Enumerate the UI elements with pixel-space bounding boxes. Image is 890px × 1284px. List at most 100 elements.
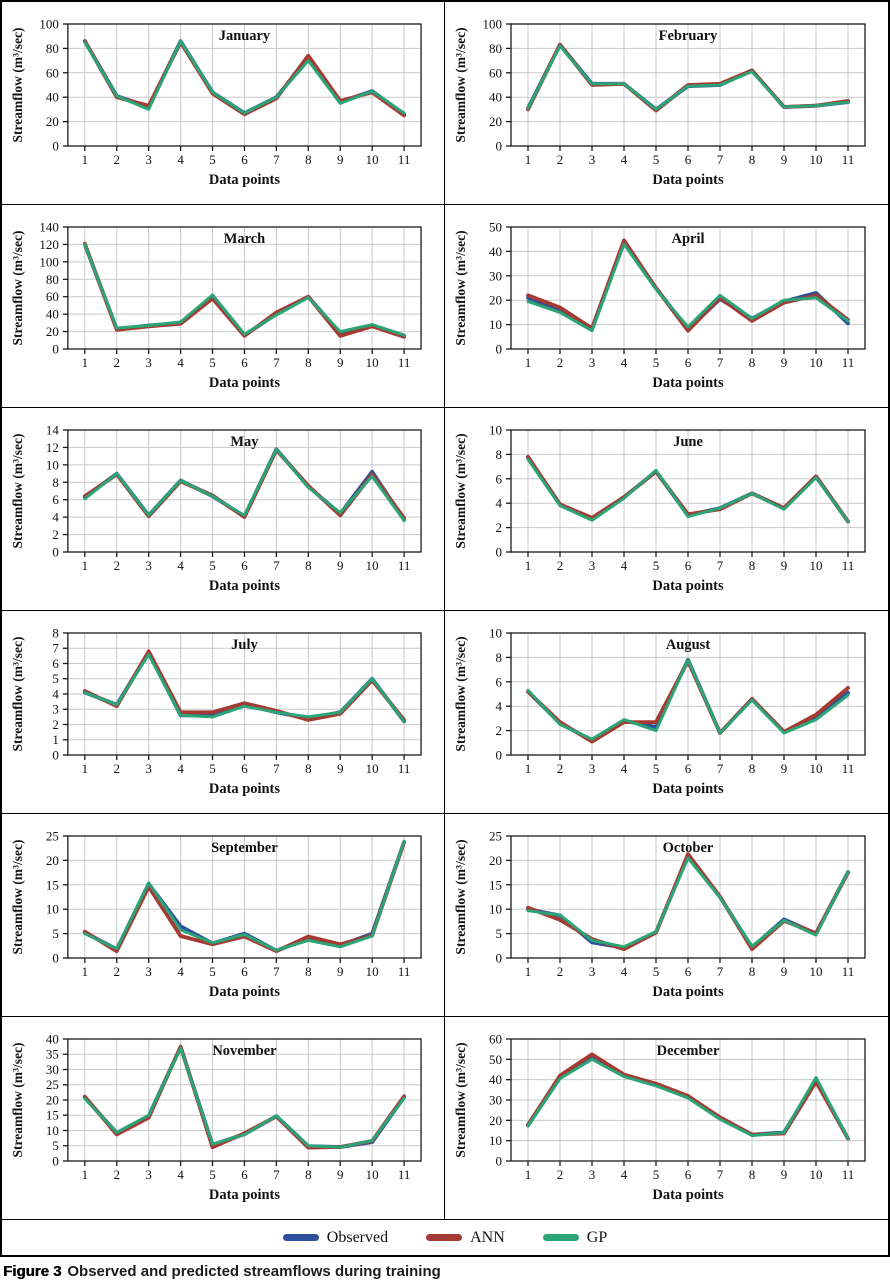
svg-text:9: 9 (781, 1167, 788, 1182)
svg-text:80: 80 (46, 272, 59, 287)
svg-text:7: 7 (273, 1167, 280, 1182)
legend-label-ann: ANN (470, 1228, 505, 1246)
svg-text:20: 20 (46, 853, 59, 868)
svg-text:80: 80 (489, 41, 502, 56)
svg-text:5: 5 (496, 926, 503, 941)
svg-text:6: 6 (685, 761, 692, 776)
svg-text:9: 9 (337, 964, 343, 979)
svg-text:6: 6 (52, 656, 59, 671)
svg-text:30: 30 (489, 268, 502, 283)
svg-text:40: 40 (46, 1031, 59, 1046)
svg-text:2: 2 (114, 355, 120, 370)
svg-text:7: 7 (717, 558, 724, 573)
svg-text:8: 8 (749, 152, 756, 167)
series-gp-april (526, 242, 850, 333)
svg-text:50: 50 (489, 1052, 502, 1067)
svg-text:2: 2 (114, 761, 120, 776)
svg-text:4: 4 (621, 761, 628, 776)
svg-text:1: 1 (525, 1167, 532, 1182)
svg-text:10: 10 (46, 457, 59, 472)
series-ann-september (82, 840, 406, 954)
svg-text:7: 7 (717, 761, 724, 776)
chart-may: 0 2 4 6 8 10 12 14 1 2 3 4 5 6 7 8 9 10 11 May Data points St… (2, 408, 445, 611)
svg-text:8: 8 (749, 761, 756, 776)
svg-text:60: 60 (489, 1032, 502, 1047)
svg-text:6: 6 (496, 674, 503, 689)
svg-text:5: 5 (209, 1167, 215, 1182)
svg-text:0: 0 (496, 951, 503, 966)
svg-text:20: 20 (489, 114, 502, 129)
svg-text:4: 4 (177, 355, 184, 370)
svg-text:9: 9 (337, 761, 343, 776)
svg-text:1: 1 (525, 152, 532, 167)
svg-text:2: 2 (52, 717, 58, 732)
svg-text:11: 11 (398, 152, 410, 167)
svg-text:7: 7 (273, 964, 280, 979)
chart-march: 0 20 40 60 80 100 120 140 1 2 3 4 5 6 7 8 9 10 11 March Data… (2, 205, 445, 408)
svg-text:7: 7 (273, 355, 280, 370)
svg-text:7: 7 (717, 964, 724, 979)
svg-text:25: 25 (489, 829, 502, 844)
y-axis-label: Streamflow (m³/sec) (10, 1042, 25, 1157)
series-gp-november (83, 1046, 406, 1149)
svg-text:3: 3 (145, 761, 151, 776)
chart-svg-april: 0 10 20 30 40 50 1 2 3 4 5 6 7 8 9 10 11 April Data points… (453, 220, 866, 391)
svg-text:10: 10 (489, 423, 502, 438)
svg-text:10: 10 (810, 355, 823, 370)
svg-text:3: 3 (589, 964, 596, 979)
svg-text:10: 10 (366, 558, 379, 573)
svg-text:1: 1 (82, 1167, 88, 1182)
x-axis-label: Data points (652, 1187, 724, 1203)
svg-text:5: 5 (209, 964, 215, 979)
svg-text:7: 7 (717, 152, 724, 167)
x-axis-label: Data points (652, 781, 724, 797)
svg-text:5: 5 (52, 671, 58, 686)
x-axis-label: Data points (209, 172, 280, 188)
chart-title: August (666, 637, 710, 653)
svg-text:0: 0 (496, 545, 503, 560)
chart-title: July (231, 637, 258, 653)
chart-title: March (224, 231, 265, 247)
svg-text:9: 9 (781, 558, 788, 573)
svg-text:1: 1 (525, 761, 532, 776)
svg-text:40: 40 (489, 90, 502, 105)
chart-july: 0 1 2 3 4 5 6 7 8 1 2 3 4 5 6 7 8 9 10 11 July Data points Str… (2, 611, 445, 814)
svg-text:9: 9 (781, 152, 788, 167)
svg-text:3: 3 (589, 355, 596, 370)
svg-text:9: 9 (781, 761, 788, 776)
svg-text:3: 3 (145, 152, 151, 167)
svg-text:3: 3 (589, 761, 596, 776)
svg-text:80: 80 (46, 41, 59, 56)
svg-text:60: 60 (46, 289, 59, 304)
svg-text:10: 10 (810, 761, 823, 776)
svg-text:7: 7 (273, 558, 280, 573)
svg-text:140: 140 (39, 219, 58, 234)
y-axis-label: Streamflow (m³/sec) (453, 1042, 468, 1157)
svg-text:10: 10 (366, 1167, 379, 1182)
svg-text:6: 6 (241, 152, 248, 167)
svg-text:6: 6 (241, 761, 248, 776)
svg-text:4: 4 (177, 152, 184, 167)
svg-text:9: 9 (337, 355, 343, 370)
svg-text:5: 5 (653, 152, 660, 167)
chart-january: 0 20 40 60 80 100 1 2 3 4 5 6 7 8 9 10 11 January Data poi… (2, 2, 445, 205)
figure-caption: Figure 3 Observed and predicted streamflo… (0, 1257, 890, 1284)
legend-label-observed: Observed (326, 1228, 389, 1246)
svg-text:6: 6 (685, 964, 692, 979)
svg-text:3: 3 (589, 152, 596, 167)
svg-text:4: 4 (621, 964, 628, 979)
x-axis-label: Data points (209, 578, 280, 594)
svg-text:9: 9 (337, 152, 343, 167)
svg-text:3: 3 (589, 1167, 596, 1182)
legend-item-gp: GP (542, 1229, 607, 1247)
series-gp-february (526, 44, 850, 111)
svg-text:5: 5 (653, 558, 660, 573)
series-gp-october (526, 856, 850, 949)
svg-text:11: 11 (842, 152, 855, 167)
svg-text:8: 8 (749, 355, 756, 370)
svg-text:10: 10 (366, 152, 379, 167)
svg-text:5: 5 (653, 1167, 660, 1182)
svg-text:50: 50 (489, 220, 502, 235)
svg-text:11: 11 (398, 355, 410, 370)
